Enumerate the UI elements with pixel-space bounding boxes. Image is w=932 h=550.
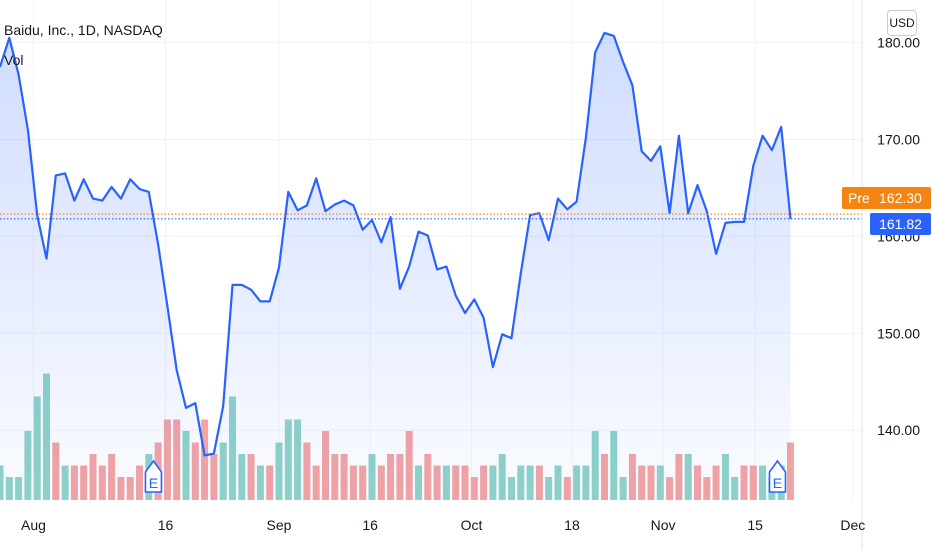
x-tick-label: 16 <box>158 517 174 533</box>
x-tick-label: Sep <box>267 517 292 533</box>
earnings-marker-shape <box>768 459 787 493</box>
pre-market-value: 162.30 <box>879 190 922 207</box>
volume-legend: Vol <box>4 52 24 68</box>
x-tick-label: Dec <box>840 517 865 533</box>
x-tick-label: 16 <box>362 517 378 533</box>
y-tick-label: 180.00 <box>877 35 920 51</box>
y-tick-label: 150.00 <box>877 325 920 341</box>
earnings-marker[interactable]: E <box>768 459 787 493</box>
x-tick-label: Aug <box>21 517 46 533</box>
earnings-marker-label: E <box>149 475 158 491</box>
x-tick-label: Nov <box>651 517 676 533</box>
price-series-line <box>0 31 792 457</box>
y-tick-label: 140.00 <box>877 422 920 438</box>
chart-title: Baidu, Inc., 1D, NASDAQ <box>4 22 163 38</box>
y-tick-label: 170.00 <box>877 132 920 148</box>
x-tick-label: 18 <box>564 517 580 533</box>
currency-button[interactable]: USD <box>887 10 917 36</box>
x-tick-label: 15 <box>747 517 763 533</box>
x-tick-label: Oct <box>461 517 483 533</box>
last-price-value: 161.82 <box>879 215 922 232</box>
pre-market-tag: Pre 162.30 <box>842 187 931 210</box>
last-price-tag: 161.82 <box>870 212 931 235</box>
earnings-marker[interactable]: E <box>144 459 163 493</box>
time-axis-labels: Aug 16 Sep 16 Oct 18 Nov 15 Dec <box>21 517 865 533</box>
price-area-fill <box>0 32 791 501</box>
earnings-marker-shape <box>144 459 163 493</box>
earnings-marker-label: E <box>773 475 782 491</box>
price-scale-background <box>862 0 932 550</box>
pre-market-label: Pre <box>848 190 870 207</box>
